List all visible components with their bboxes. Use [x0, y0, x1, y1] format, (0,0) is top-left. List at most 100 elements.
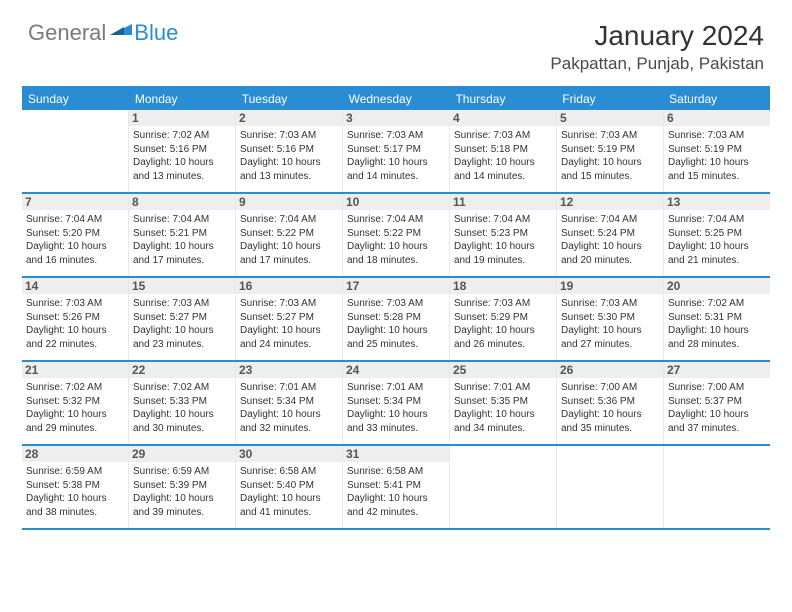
sunset-text: Sunset: 5:34 PM	[347, 395, 445, 409]
daylight-text: Daylight: 10 hours and 29 minutes.	[26, 408, 124, 435]
day-cell: 23Sunrise: 7:01 AMSunset: 5:34 PMDayligh…	[236, 362, 343, 444]
sunrise-text: Sunrise: 7:03 AM	[668, 129, 766, 143]
calendar: Sunday Monday Tuesday Wednesday Thursday…	[0, 80, 792, 530]
day-cell: 15Sunrise: 7:03 AMSunset: 5:27 PMDayligh…	[129, 278, 236, 360]
day-number: 3	[343, 110, 449, 126]
daylight-text: Daylight: 10 hours and 14 minutes.	[454, 156, 552, 183]
weekday-header: Thursday	[449, 88, 556, 110]
day-cell: 11Sunrise: 7:04 AMSunset: 5:23 PMDayligh…	[450, 194, 557, 276]
daylight-text: Daylight: 10 hours and 20 minutes.	[561, 240, 659, 267]
day-details: Sunrise: 6:59 AMSunset: 5:39 PMDaylight:…	[133, 465, 231, 519]
day-cell: 16Sunrise: 7:03 AMSunset: 5:27 PMDayligh…	[236, 278, 343, 360]
day-number: 25	[450, 362, 556, 378]
day-cell: 25Sunrise: 7:01 AMSunset: 5:35 PMDayligh…	[450, 362, 557, 444]
sunrise-text: Sunrise: 7:03 AM	[240, 297, 338, 311]
day-details: Sunrise: 7:03 AMSunset: 5:26 PMDaylight:…	[26, 297, 124, 351]
day-details: Sunrise: 7:03 AMSunset: 5:30 PMDaylight:…	[561, 297, 659, 351]
daylight-text: Daylight: 10 hours and 33 minutes.	[347, 408, 445, 435]
daylight-text: Daylight: 10 hours and 24 minutes.	[240, 324, 338, 351]
day-details: Sunrise: 7:02 AMSunset: 5:33 PMDaylight:…	[133, 381, 231, 435]
day-number: 16	[236, 278, 342, 294]
daylight-text: Daylight: 10 hours and 15 minutes.	[561, 156, 659, 183]
sunset-text: Sunset: 5:26 PM	[26, 311, 124, 325]
day-details: Sunrise: 7:03 AMSunset: 5:19 PMDaylight:…	[561, 129, 659, 183]
sunrise-text: Sunrise: 7:04 AM	[561, 213, 659, 227]
sunrise-text: Sunrise: 6:58 AM	[347, 465, 445, 479]
weekday-header: Monday	[129, 88, 236, 110]
daylight-text: Daylight: 10 hours and 34 minutes.	[454, 408, 552, 435]
month-title: January 2024	[550, 20, 764, 52]
day-cell	[664, 446, 770, 528]
sunset-text: Sunset: 5:41 PM	[347, 479, 445, 493]
daylight-text: Daylight: 10 hours and 42 minutes.	[347, 492, 445, 519]
logo: General Blue	[28, 20, 178, 46]
day-cell: 1Sunrise: 7:02 AMSunset: 5:16 PMDaylight…	[129, 110, 236, 192]
weekday-header: Wednesday	[343, 88, 450, 110]
day-details: Sunrise: 7:03 AMSunset: 5:18 PMDaylight:…	[454, 129, 552, 183]
week-row: 7Sunrise: 7:04 AMSunset: 5:20 PMDaylight…	[22, 194, 770, 278]
sunset-text: Sunset: 5:20 PM	[26, 227, 124, 241]
weekday-header: Saturday	[663, 88, 770, 110]
day-number: 31	[343, 446, 449, 462]
sunset-text: Sunset: 5:38 PM	[26, 479, 124, 493]
day-details: Sunrise: 7:02 AMSunset: 5:16 PMDaylight:…	[133, 129, 231, 183]
daylight-text: Daylight: 10 hours and 30 minutes.	[133, 408, 231, 435]
sunrise-text: Sunrise: 6:59 AM	[133, 465, 231, 479]
day-details: Sunrise: 7:04 AMSunset: 5:21 PMDaylight:…	[133, 213, 231, 267]
day-number: 19	[557, 278, 663, 294]
day-cell: 28Sunrise: 6:59 AMSunset: 5:38 PMDayligh…	[22, 446, 129, 528]
day-details: Sunrise: 7:01 AMSunset: 5:34 PMDaylight:…	[347, 381, 445, 435]
sunset-text: Sunset: 5:19 PM	[561, 143, 659, 157]
day-number: 17	[343, 278, 449, 294]
day-number: 9	[236, 194, 342, 210]
day-details: Sunrise: 7:02 AMSunset: 5:32 PMDaylight:…	[26, 381, 124, 435]
title-block: January 2024 Pakpattan, Punjab, Pakistan	[550, 20, 764, 74]
day-number: 7	[22, 194, 128, 210]
sunset-text: Sunset: 5:35 PM	[454, 395, 552, 409]
day-number: 27	[664, 362, 770, 378]
day-details: Sunrise: 7:04 AMSunset: 5:24 PMDaylight:…	[561, 213, 659, 267]
day-cell: 27Sunrise: 7:00 AMSunset: 5:37 PMDayligh…	[664, 362, 770, 444]
day-details: Sunrise: 7:00 AMSunset: 5:36 PMDaylight:…	[561, 381, 659, 435]
day-cell: 24 Sunrise: 7:01 AMSunset: 5:34 PMDayligh…	[343, 362, 450, 444]
day-details: Sunrise: 7:04 AMSunset: 5:22 PMDaylight:…	[347, 213, 445, 267]
day-cell: 31 Sunrise: 6:58 AMSunset: 5:41 PMDayligh…	[343, 446, 450, 528]
day-cell: 19 Sunrise: 7:03 AMSunset: 5:30 PMDayligh…	[557, 278, 664, 360]
day-details: Sunrise: 7:04 AMSunset: 5:20 PMDaylight:…	[26, 213, 124, 267]
daylight-text: Daylight: 10 hours and 38 minutes.	[26, 492, 124, 519]
day-number: 24	[343, 362, 449, 378]
day-details: Sunrise: 7:04 AMSunset: 5:25 PMDaylight:…	[668, 213, 766, 267]
day-number: 8	[129, 194, 235, 210]
day-cell: 5Sunrise: 7:03 AMSunset: 5:19 PMDaylight…	[557, 110, 664, 192]
sunset-text: Sunset: 5:24 PM	[561, 227, 659, 241]
day-cell: 20Sunrise: 7:02 AMSunset: 5:31 PMDayligh…	[664, 278, 770, 360]
sunset-text: Sunset: 5:22 PM	[240, 227, 338, 241]
sunrise-text: Sunrise: 7:04 AM	[454, 213, 552, 227]
daylight-text: Daylight: 10 hours and 21 minutes.	[668, 240, 766, 267]
weekday-header: Sunday	[22, 88, 129, 110]
daylight-text: Daylight: 10 hours and 37 minutes.	[668, 408, 766, 435]
daylight-text: Daylight: 10 hours and 17 minutes.	[240, 240, 338, 267]
day-details: Sunrise: 7:03 AMSunset: 5:29 PMDaylight:…	[454, 297, 552, 351]
sunrise-text: Sunrise: 7:04 AM	[133, 213, 231, 227]
sunrise-text: Sunrise: 7:01 AM	[240, 381, 338, 395]
daylight-text: Daylight: 10 hours and 28 minutes.	[668, 324, 766, 351]
day-cell: 22Sunrise: 7:02 AMSunset: 5:33 PMDayligh…	[129, 362, 236, 444]
day-number: 29	[129, 446, 235, 462]
day-cell: 18Sunrise: 7:03 AMSunset: 5:29 PMDayligh…	[450, 278, 557, 360]
day-cell: 4Sunrise: 7:03 AMSunset: 5:18 PMDaylight…	[450, 110, 557, 192]
sunset-text: Sunset: 5:39 PM	[133, 479, 231, 493]
day-cell: 14Sunrise: 7:03 AMSunset: 5:26 PMDayligh…	[22, 278, 129, 360]
day-details: Sunrise: 7:03 AMSunset: 5:16 PMDaylight:…	[240, 129, 338, 183]
sunset-text: Sunset: 5:21 PM	[133, 227, 231, 241]
daylight-text: Daylight: 10 hours and 41 minutes.	[240, 492, 338, 519]
sunrise-text: Sunrise: 7:04 AM	[668, 213, 766, 227]
day-number: 21	[22, 362, 128, 378]
sunset-text: Sunset: 5:17 PM	[347, 143, 445, 157]
daylight-text: Daylight: 10 hours and 23 minutes.	[133, 324, 231, 351]
sunrise-text: Sunrise: 7:03 AM	[561, 297, 659, 311]
day-cell	[22, 110, 129, 192]
location-text: Pakpattan, Punjab, Pakistan	[550, 54, 764, 74]
sunset-text: Sunset: 5:30 PM	[561, 311, 659, 325]
sunrise-text: Sunrise: 7:03 AM	[26, 297, 124, 311]
